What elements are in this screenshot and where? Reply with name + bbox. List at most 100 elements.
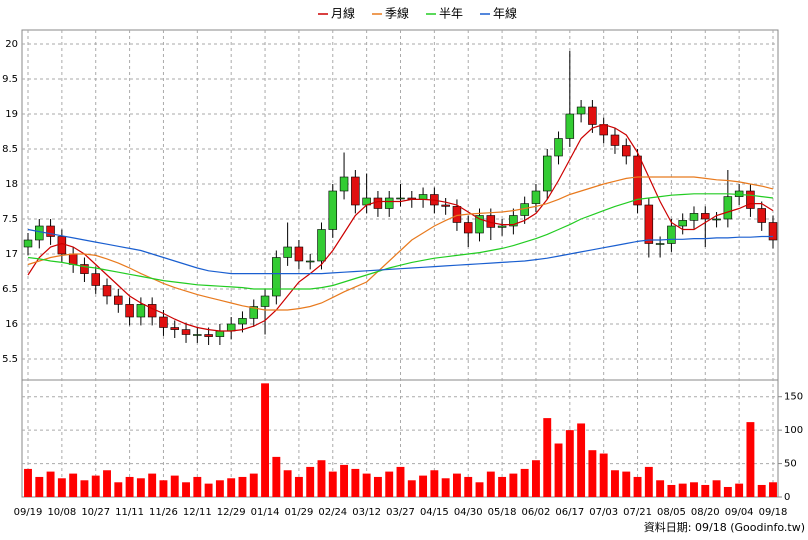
candle-body (114, 295, 123, 305)
candle-body (294, 246, 304, 262)
candle-body (170, 327, 179, 330)
volume-bar (407, 480, 416, 497)
candle-body (768, 222, 778, 241)
candle-body (204, 334, 213, 337)
legend-label: 季線 (385, 6, 409, 21)
y-tick-label: 9.5 (2, 74, 18, 85)
y-tick-label: 16 (5, 319, 18, 330)
x-tick-label: 04/15 (420, 507, 449, 518)
volume-bar (475, 482, 484, 497)
legend-label: 月線 (331, 6, 355, 21)
candle-body (757, 208, 766, 223)
volume-bar (735, 483, 744, 497)
candle-body (57, 236, 67, 255)
volume-bar (159, 480, 168, 497)
volume-bar (667, 484, 676, 497)
y2-tick-label: 50 (784, 459, 797, 470)
volume-bar (644, 466, 653, 497)
volume-bar (170, 475, 179, 497)
volume-bar (80, 480, 89, 497)
candle-body (565, 113, 575, 139)
volume-bar (272, 456, 281, 497)
x-tick-label: 01/14 (251, 507, 280, 518)
volume-bar (136, 478, 145, 497)
x-tick-label: 06/17 (555, 507, 584, 518)
volume-bar (498, 476, 507, 497)
volume-bar (678, 483, 687, 497)
x-tick-label: 07/03 (589, 507, 618, 518)
candle-body (238, 318, 247, 325)
volume-bar (114, 482, 123, 497)
candle-body (655, 243, 665, 245)
volume-bar (46, 471, 55, 497)
footer: 資料日期: 09/18 (Goodinfo.tw) (644, 520, 805, 534)
volume-bar (565, 430, 574, 497)
candle-body (305, 260, 315, 263)
x-tick-label: 12/29 (217, 507, 246, 518)
volume-bar (486, 471, 495, 497)
y-tick-label: 6.5 (2, 284, 18, 295)
volume-bar (588, 450, 597, 497)
volume-bar (328, 471, 337, 497)
volume-bar (148, 473, 157, 497)
volume-bar (227, 478, 236, 497)
volume-bar (656, 480, 665, 497)
legend-label: 年線 (493, 6, 517, 21)
candle-body (260, 295, 270, 307)
x-tick-label: 09/19 (14, 507, 43, 518)
volume-bar (746, 422, 755, 497)
candle-body (746, 190, 755, 209)
candle-body (678, 220, 687, 227)
ma-line (27, 228, 773, 275)
volume-bar (249, 473, 258, 497)
candle-body (633, 155, 642, 206)
candle-body (351, 176, 360, 206)
candle-body (723, 196, 733, 220)
volume-bar (103, 470, 111, 497)
candle-body (576, 106, 586, 115)
x-tick-label: 08/20 (691, 507, 720, 518)
volume-bar (509, 473, 518, 497)
x-tick-label: 11/11 (115, 507, 144, 518)
candle-body (418, 194, 428, 200)
candle-body (215, 330, 225, 337)
volume-bar (690, 482, 698, 497)
volume-bar (622, 471, 631, 497)
volume-bar (520, 468, 529, 497)
candle-body (91, 273, 100, 286)
y-tick-label: 18 (5, 179, 18, 190)
candle-body (181, 329, 191, 335)
candle-body (317, 229, 326, 262)
volume-bar (712, 480, 721, 497)
candle-body (68, 253, 78, 265)
y-tick-label: 5.5 (2, 354, 18, 365)
volume-bar (35, 476, 44, 497)
volume-bar (182, 482, 190, 497)
x-tick-label: 11/26 (149, 507, 178, 518)
candle-body (272, 257, 281, 297)
x-tick-label: 03/27 (386, 507, 415, 518)
volume-bar (215, 480, 224, 497)
volume-bar (69, 473, 78, 497)
x-tick-label: 09/04 (725, 507, 754, 518)
x-tick-label: 03/12 (352, 507, 381, 518)
y-tick-label: 7.5 (2, 214, 18, 225)
volume-bar (543, 418, 552, 497)
volume-bar (57, 478, 66, 497)
volume-bar (757, 484, 766, 497)
candle-body (102, 285, 112, 297)
volume-bar (261, 383, 269, 497)
volume-bar (294, 476, 303, 497)
volume-bar (532, 460, 540, 497)
y2-tick-label: 100 (784, 425, 803, 436)
volume-bar (193, 476, 202, 497)
volume-bar (340, 464, 349, 497)
volume-bar (91, 475, 100, 497)
candle-body (23, 239, 33, 248)
candle-body (712, 218, 721, 221)
candle-body (554, 138, 563, 157)
legend-label: 半年 (439, 7, 463, 21)
candle-body (283, 246, 292, 258)
x-tick-label: 01/29 (284, 507, 313, 518)
